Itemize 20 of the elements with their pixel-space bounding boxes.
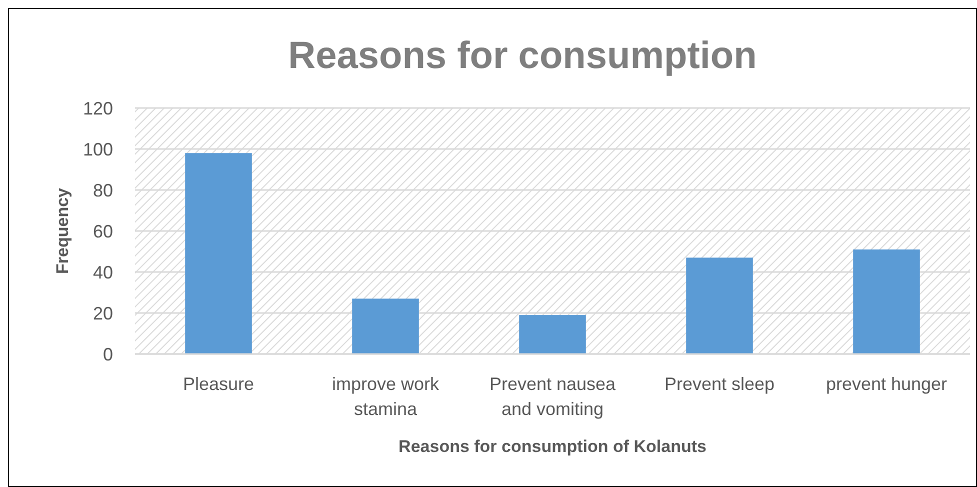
x-tick-label: Prevent nausea and vomiting: [489, 374, 617, 419]
bar: [686, 258, 753, 354]
y-tick-label: 100: [82, 139, 113, 160]
y-tick-label: 60: [92, 221, 113, 242]
x-tick-label: prevent hunger: [826, 374, 948, 394]
x-tick-label: Prevent sleep: [664, 374, 775, 394]
bar: [853, 249, 920, 354]
x-axis-title: Reasons for consumption of Kolanuts: [398, 437, 706, 456]
y-tick-label: 40: [92, 262, 113, 282]
y-tick-label: 0: [102, 344, 113, 364]
bar: [185, 153, 252, 354]
y-tick-label: 80: [92, 180, 113, 200]
bar: [352, 298, 419, 354]
bar: [519, 315, 586, 354]
y-tick-label: 20: [92, 303, 113, 324]
y-axis-title: Frequency: [53, 187, 72, 274]
y-tick-label: 120: [82, 98, 113, 118]
x-tick-label: improve work stamina: [332, 374, 440, 419]
chart-title: Reasons for consumption: [288, 35, 757, 77]
x-tick-label: Pleasure: [182, 374, 254, 394]
